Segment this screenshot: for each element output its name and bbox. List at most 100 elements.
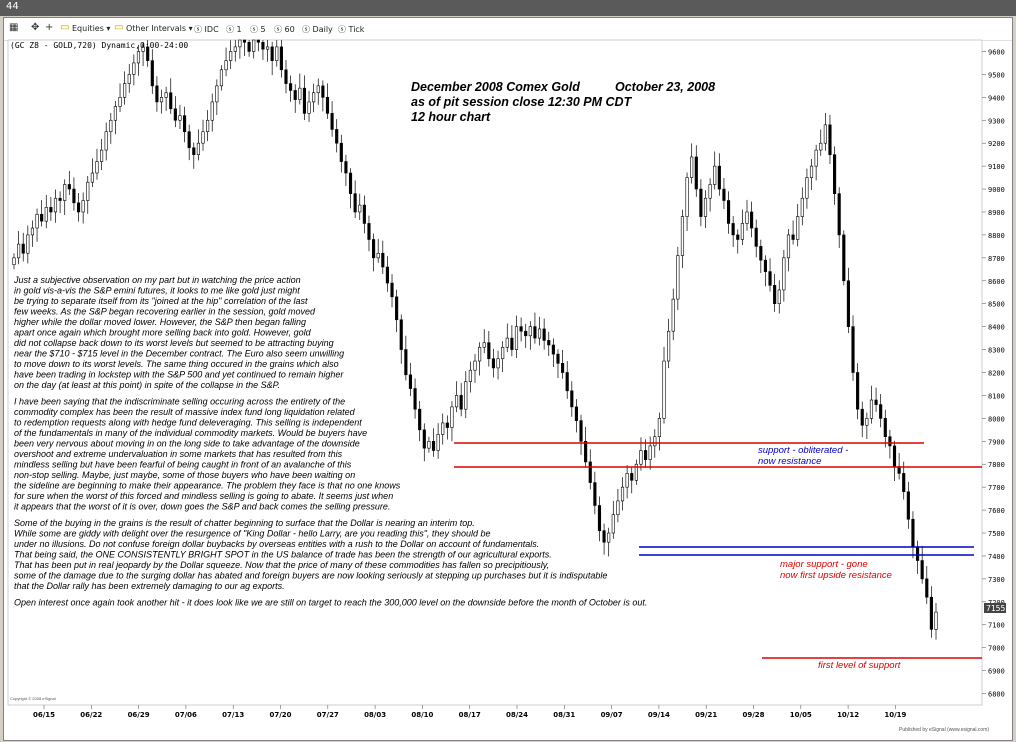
- y-tick-label: 8500: [988, 301, 1005, 309]
- candle-body-down: [330, 113, 334, 130]
- candle-body-down: [570, 390, 574, 408]
- candle-body-down: [593, 482, 597, 506]
- candle: [104, 122, 108, 161]
- candle-body-up: [252, 39, 256, 52]
- candle: [579, 414, 583, 455]
- y-tick-label: 9400: [988, 94, 1005, 102]
- candle-body-up: [528, 326, 532, 337]
- interval-60-button[interactable]: ⓢ 60: [274, 25, 295, 34]
- header-timeframe: 12 hour chart: [411, 110, 491, 124]
- interval-tick-button[interactable]: ⓢ Tick: [338, 25, 365, 34]
- candle: [385, 256, 389, 292]
- candle-body-up: [206, 119, 210, 133]
- candle-body-up: [44, 207, 48, 222]
- candle: [81, 192, 85, 224]
- header-date: October 23, 2008: [615, 80, 715, 94]
- candle-body-up: [934, 611, 938, 630]
- candle: [210, 93, 214, 132]
- equities-menu[interactable]: Equities ▾: [72, 24, 111, 33]
- publisher-footer: Published by eSignal (www.esignal.com): [899, 727, 989, 733]
- candle-body-down: [390, 282, 394, 298]
- candle: [528, 321, 532, 350]
- candle: [284, 59, 288, 94]
- candle: [846, 267, 850, 334]
- candle: [537, 316, 542, 346]
- candle: [717, 153, 721, 196]
- candle-body-up: [104, 131, 108, 151]
- candle-body-down: [519, 326, 523, 332]
- candle: [703, 190, 708, 229]
- candle: [459, 383, 463, 417]
- commentary-line: That being said, the ONE CONSISTENTLY BR…: [14, 550, 552, 560]
- candle: [561, 350, 565, 379]
- candle-body-down: [768, 271, 772, 286]
- folder-icon-2[interactable]: ▭: [114, 22, 124, 33]
- commentary-text: Just a subjective observation on my part…: [13, 275, 647, 608]
- x-tick-label: 07/20: [269, 711, 291, 719]
- candle: [934, 602, 938, 640]
- candle-body-up: [30, 227, 35, 236]
- interval-5-button[interactable]: ⓢ 5: [250, 25, 266, 34]
- candle-body-down: [915, 546, 920, 561]
- candle-body-down: [72, 188, 76, 204]
- candle-body-down: [551, 344, 555, 355]
- candle: [372, 233, 376, 272]
- folder-icon[interactable]: ▭: [60, 22, 70, 33]
- candle: [505, 323, 509, 353]
- add-icon[interactable]: +: [45, 22, 54, 33]
- candle-body-up: [441, 422, 445, 435]
- y-tick-label: 7100: [988, 622, 1005, 630]
- candle: [819, 129, 823, 156]
- candle-body-down: [602, 530, 606, 543]
- candle-body-up: [136, 51, 141, 64]
- candle: [12, 253, 16, 270]
- y-tick-label: 7900: [988, 438, 1005, 446]
- candle: [547, 331, 551, 356]
- candle: [192, 142, 196, 169]
- window-titlebar: 44: [0, 0, 1016, 16]
- candle-body-up: [869, 399, 874, 419]
- candle-body-down: [150, 60, 154, 87]
- chart-icon[interactable]: ▦: [9, 22, 19, 33]
- cursor-icon[interactable]: ✥: [31, 22, 40, 33]
- y-tick-label: 8300: [988, 347, 1005, 355]
- candle-body-down: [731, 223, 735, 236]
- candle-body-up: [376, 252, 380, 259]
- candle-body-down: [422, 429, 426, 449]
- candle-body-up: [12, 257, 16, 266]
- interval-1-button[interactable]: ⓢ 1: [226, 25, 242, 34]
- candle-body-up: [233, 46, 237, 52]
- candle: [422, 423, 426, 462]
- x-tick-label: 08/03: [364, 711, 386, 719]
- x-tick-label: 07/13: [222, 711, 244, 719]
- candle-body-down: [173, 108, 177, 121]
- candle-body-up: [86, 181, 90, 201]
- candle-body-down: [791, 234, 795, 240]
- x-tick-label: 07/06: [175, 711, 197, 719]
- x-tick-label: 09/28: [742, 711, 764, 719]
- candle: [570, 381, 574, 417]
- candle-body-up: [196, 142, 200, 155]
- candle-body-up: [316, 85, 320, 94]
- other-intervals-menu[interactable]: Other Intervals ▾: [126, 24, 193, 33]
- y-tick-label: 7400: [988, 553, 1005, 561]
- commentary-line: overshoot and extreme undervaluation in …: [14, 449, 343, 459]
- candle: [404, 335, 408, 381]
- interval-idc-button[interactable]: ⓢ IDC: [194, 25, 219, 34]
- commentary-line: commodity complex has been the result of…: [14, 407, 356, 417]
- y-tick-label: 9200: [988, 140, 1005, 148]
- interval-daily-button[interactable]: ⓢ Daily: [302, 25, 333, 34]
- candle-body-up: [275, 46, 279, 61]
- x-tick-label: 08/24: [506, 711, 528, 719]
- y-tick-label: 8000: [988, 415, 1005, 423]
- candle-body-down: [856, 372, 860, 410]
- candle: [146, 40, 150, 67]
- candle-body-up: [703, 197, 708, 217]
- candle-body-up: [35, 213, 39, 229]
- candle-body-up: [620, 486, 625, 502]
- x-tick-label: 10/12: [837, 711, 859, 719]
- candle: [173, 96, 177, 128]
- candle: [888, 429, 892, 459]
- candle: [856, 363, 860, 420]
- candle: [90, 158, 94, 187]
